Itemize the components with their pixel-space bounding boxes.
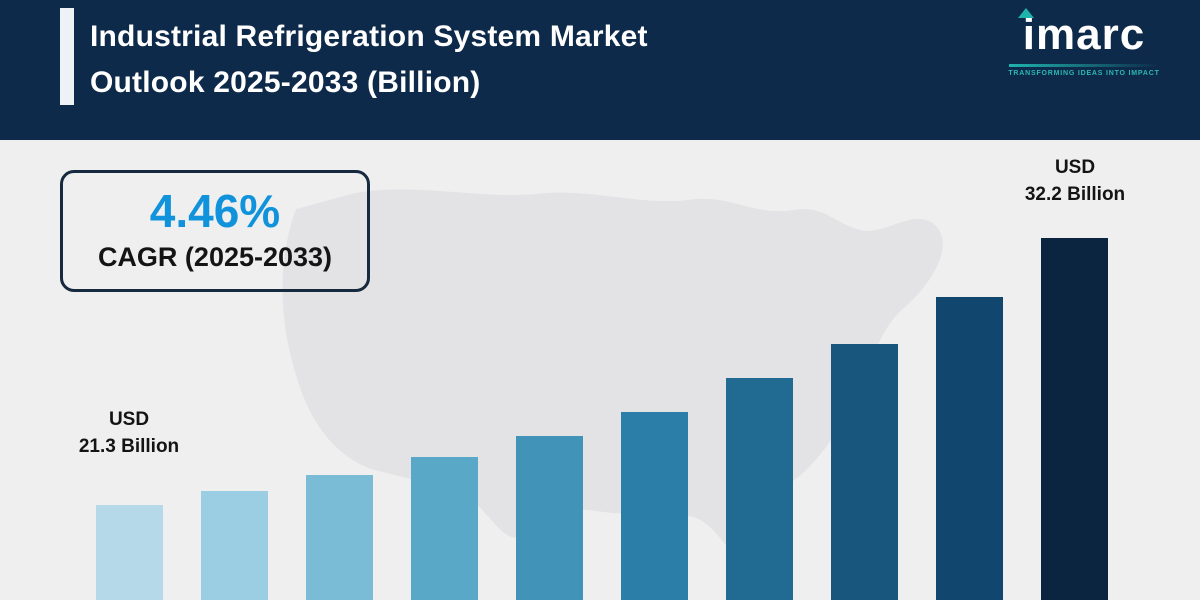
start-value-currency: USD [108,409,150,430]
page-title: Industrial Refrigeration System Market O… [90,14,648,106]
imarc-tagline: TRANSFORMING IDEAS INTO IMPACT [1008,70,1160,77]
cagr-label: CAGR (2025-2033) [97,242,333,272]
imarc-logo-divider [1009,64,1159,67]
end-value-amount: 32.2 Billion [1024,184,1126,205]
bar-2032 [936,297,1003,600]
bar-2024 [96,505,163,600]
bar-2030 [726,378,793,600]
header-accent-stripe [60,8,74,105]
cagr-callout-box: 4.46% CAGR (2025-2033) [60,170,370,292]
imarc-caret-icon [1018,8,1034,18]
chart-region: 4.46% CAGR (2025-2033) USD 21.3 Billion … [0,140,1200,600]
end-value-label: USD 32.2 Billion [990,154,1160,208]
end-value-currency: USD [1054,157,1096,178]
bar-2025 [201,491,268,600]
header-banner: Industrial Refrigeration System Market O… [0,0,1200,140]
page-title-line2: Outlook 2025-2033 (Billion) [90,66,481,99]
bar-2031 [831,344,898,600]
bar-chart [96,140,1108,600]
bar-2027 [411,457,478,600]
start-value-amount: 21.3 Billion [78,436,180,457]
cagr-value: 4.46% [149,185,281,237]
start-value-label: USD 21.3 Billion [44,406,214,460]
bar-2028 [516,436,583,600]
imarc-brand-text: imarc [1022,10,1146,59]
imarc-logo: imarc TRANSFORMING IDEAS INTO IMPACT [1004,8,1164,77]
imarc-logo-wordmark: imarc [1004,8,1164,60]
bar-2029 [621,412,688,600]
bar-2033 [1041,238,1108,600]
page-title-line1: Industrial Refrigeration System Market [90,20,648,53]
bar-2026 [306,475,373,600]
